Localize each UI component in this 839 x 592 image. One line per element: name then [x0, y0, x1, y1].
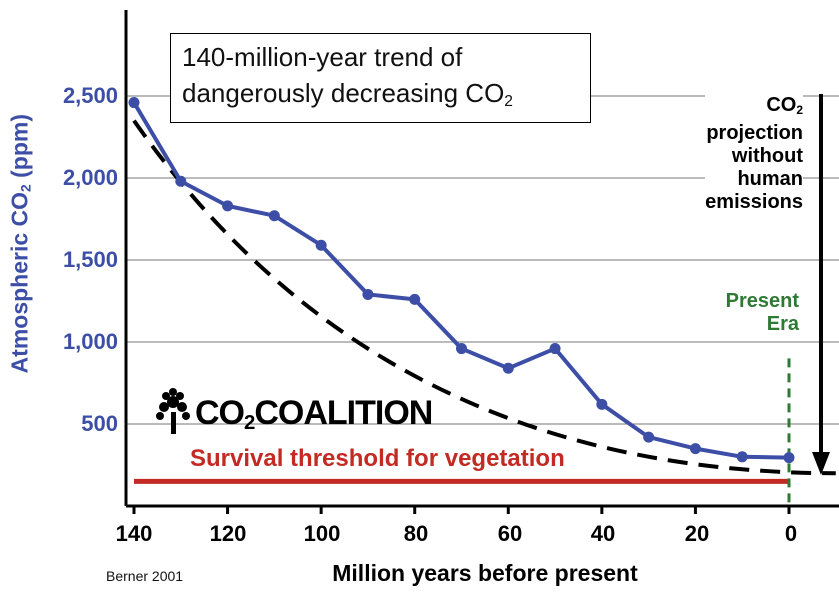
x-tick-label: 40 [590, 521, 616, 546]
x-axis-label: Million years before present [332, 560, 638, 586]
x-tick-label: 60 [497, 521, 523, 546]
co2-data-point [689, 443, 701, 455]
co2-data-point [175, 175, 187, 187]
co2-data-point [315, 239, 327, 251]
co2-data-point [409, 293, 421, 305]
co2-data-point [456, 343, 467, 355]
projection-line: human [737, 168, 803, 190]
co2-points [128, 97, 795, 464]
co2-data-point [128, 97, 140, 109]
co2-data-point [502, 362, 514, 374]
y-tick-label: 2,500 [62, 83, 118, 108]
threshold-label: Survival threshold for vegetation [190, 445, 565, 472]
source-citation: Berner 2001 [106, 568, 184, 584]
x-tick-label: 20 [684, 521, 710, 546]
present-era-line-1: Present [725, 290, 799, 312]
tree-icon [156, 388, 190, 434]
co2-data-point [736, 451, 748, 463]
y-axis-label: Atmospheric CO2 (ppm) [6, 114, 34, 374]
y-tick-label: 2,000 [62, 165, 118, 190]
present-era-label: Present Era [726, 290, 799, 336]
x-tick-label: 140 [115, 521, 153, 546]
x-tick-label: 80 [403, 521, 429, 546]
co2-data-point [643, 431, 655, 443]
projection-line-co2: CO2 [766, 94, 803, 117]
trend-line [132, 119, 836, 476]
y-tick-label: 1,500 [62, 247, 118, 272]
co2-data-point [222, 200, 234, 212]
co2-data-point [362, 288, 374, 300]
title-line-1: 140-million-year trend of [182, 42, 463, 72]
co2-data-point [783, 452, 795, 464]
x-tick-marks [132, 506, 791, 514]
projection-line: emissions [705, 191, 803, 213]
x-tick-label: 0 [784, 521, 798, 546]
projection-line: without [731, 145, 803, 167]
y-tick-label: 1,000 [62, 329, 118, 354]
chart-title: 140-million-year trend of dangerously de… [170, 33, 591, 123]
co2-coalition-logo: CO2COALITION [150, 393, 433, 437]
logo-text: CO2COALITION [195, 394, 433, 435]
y-tick-label: 500 [81, 411, 118, 436]
present-era-line-2: Era [766, 313, 799, 335]
co2-data-point [268, 210, 280, 222]
x-tick-label: 120 [209, 521, 247, 546]
co2-data-point [549, 343, 561, 355]
projection-arrow-head [812, 452, 830, 475]
x-tick-label: 100 [303, 521, 341, 546]
co2-data-point [596, 398, 608, 410]
projection-line: projection [706, 122, 803, 144]
title-line-2: dangerously decreasing CO2 [182, 78, 513, 110]
projection-annotation: CO2 projection without human emissions [705, 94, 803, 214]
